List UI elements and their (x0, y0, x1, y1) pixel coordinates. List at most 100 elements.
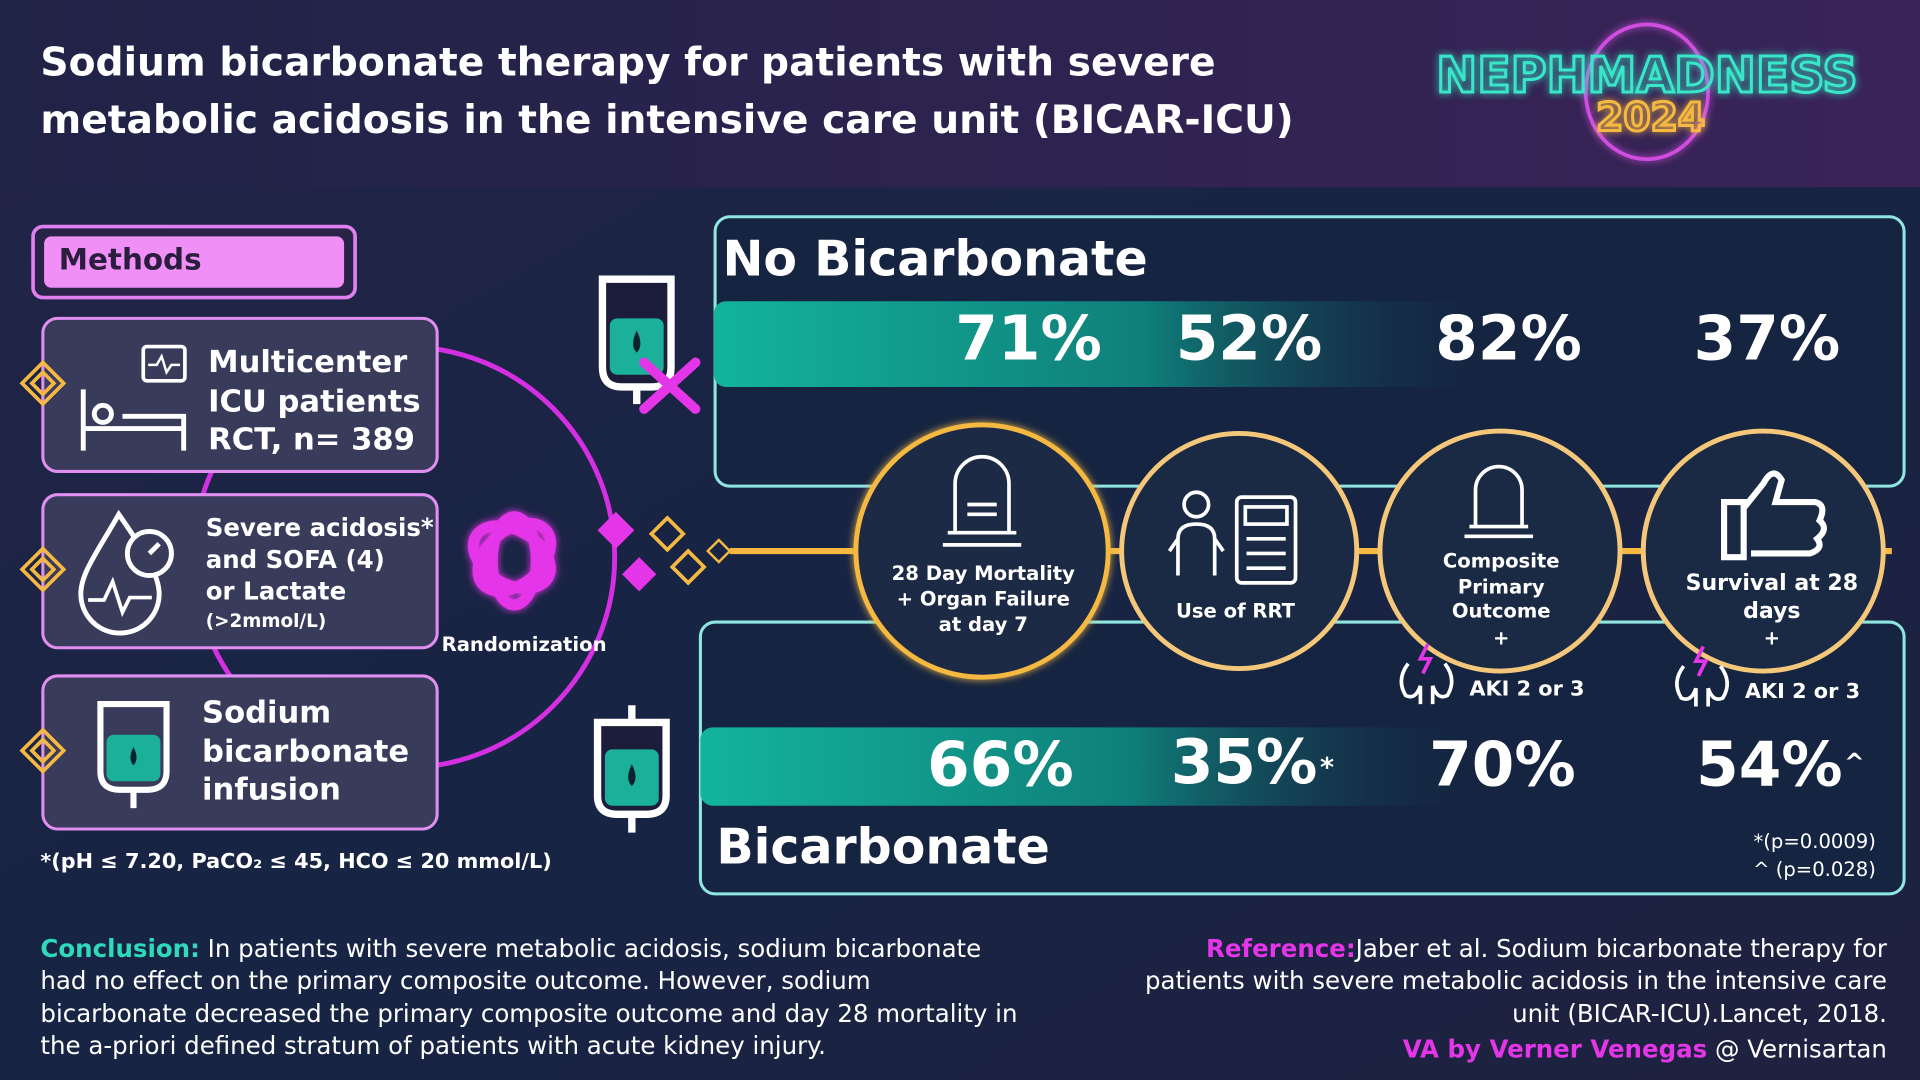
methods-label: Methods (59, 242, 202, 276)
aki-label: AKI 2 or 3 (1745, 679, 1860, 703)
outcome-text: 28 Day Mortality (892, 562, 1075, 585)
decoration (19, 727, 67, 775)
control-bar (713, 301, 1498, 387)
decoration (1167, 522, 1225, 576)
decoration (147, 541, 161, 556)
thumb-icon (1721, 470, 1827, 561)
credit-line: VA by Verner Venegas @ Vernisartan (1403, 1035, 1887, 1064)
reference-line: Reference:Jaber et al. Sodium bicarbonat… (1206, 934, 1888, 963)
decoration (97, 701, 170, 793)
conclusion-line: Conclusion: In patients with severe meta… (40, 934, 981, 963)
method-text: Multicenter (208, 345, 407, 380)
significance-marker: ^ (1844, 748, 1865, 777)
randomization-knot (467, 511, 557, 611)
decoration (19, 359, 67, 407)
reference-label: Reference: (1206, 934, 1356, 963)
decoration (942, 454, 1022, 547)
decoration (141, 344, 187, 383)
method-text: ICU patients (208, 384, 420, 419)
control-value: 71% (955, 303, 1102, 374)
treatment-value: 70% (1429, 730, 1576, 801)
randomization-label: Randomization (442, 633, 607, 656)
method-text: infusion (202, 773, 341, 808)
method-text: and SOFA (4) (206, 545, 385, 574)
bag-icon (97, 701, 170, 809)
bed-icon (80, 344, 187, 451)
outcome-text: at day 7 (939, 613, 1028, 636)
decoration (633, 330, 641, 353)
grave-icons (942, 454, 1534, 547)
rrt-icon (1167, 490, 1298, 585)
decoration (19, 545, 67, 593)
decoration (628, 764, 636, 787)
bag-crossed-icon (598, 275, 701, 414)
decoration (1675, 665, 1729, 707)
decoration (1399, 662, 1454, 705)
bag-icon (593, 705, 670, 833)
decoration (1246, 536, 1286, 570)
kidney-icons (1399, 643, 1729, 707)
decoration (967, 502, 997, 517)
logo-name: NEPHMADNESS (1436, 47, 1857, 104)
decoration (1464, 464, 1534, 539)
treatment-value: 54% (1696, 730, 1843, 801)
reference-text: patients with severe metabolic acidosis … (1145, 966, 1887, 995)
title-line: Sodium bicarbonate therapy for patients … (40, 40, 1215, 85)
treatment-value: 66% (927, 730, 1074, 801)
criteria-footnote: *(pH ≤ 7.20, PaCO₂ ≤ 45, HCO ≤ 20 mmol/L… (40, 849, 551, 873)
decoration (91, 402, 114, 425)
method-text: or Lactate (206, 577, 347, 606)
decoration (1182, 490, 1211, 519)
outcome-circle (853, 422, 1111, 680)
treatment-bar (700, 727, 1485, 806)
decoration (622, 557, 657, 592)
outcome-text: + Organ Failure (897, 588, 1070, 611)
decoration (80, 389, 187, 451)
decoration (486, 511, 542, 611)
outcome-text: Primary (1458, 575, 1545, 598)
control-value: 82% (1435, 303, 1582, 374)
drop-icon (78, 509, 174, 636)
outcome-text: Composite (1443, 550, 1560, 573)
control-value: 52% (1176, 303, 1323, 374)
decoration (669, 548, 707, 586)
conclusion-label: Conclusion: (40, 934, 199, 963)
significance-marker: * (1320, 752, 1334, 783)
conclusion-text: bicarbonate decreased the primary compos… (40, 999, 1017, 1028)
reference-text: Jaber et al. Sodium bicarbonate therapy … (1354, 934, 1888, 963)
method-text: RCT, n= 389 (208, 422, 415, 457)
outcome-text: days (1743, 599, 1800, 624)
conclusion-text: In patients with severe metabolic acidos… (208, 934, 982, 963)
decoration (1417, 643, 1434, 675)
method-text: Severe acidosis* (206, 513, 434, 542)
decoration (1234, 495, 1298, 585)
decoration (1721, 470, 1827, 561)
conclusion-text: had no effect on the primary composite o… (40, 966, 870, 995)
outcome-text: + (1764, 627, 1780, 650)
decoration (148, 353, 180, 376)
credit-name: VA by Verner Venegas (1403, 1035, 1707, 1064)
title-line: metabolic acidosis in the intensive care… (40, 98, 1293, 143)
reference-text: unit (BICAR-ICU).Lancet, 2018. (1512, 999, 1887, 1028)
decoration (29, 555, 57, 584)
decoration (29, 736, 57, 765)
control-label: No Bicarbonate (722, 231, 1147, 288)
diamond-bullets (19, 359, 67, 775)
outcome-text: Survival at 28 (1686, 571, 1859, 596)
decoration (88, 576, 152, 618)
outcome-text: Use of RRT (1176, 600, 1296, 623)
decoration (639, 357, 701, 414)
outcome-circle (1377, 428, 1623, 674)
outcome-circle (1119, 431, 1360, 672)
decoration (29, 369, 57, 397)
outcome-text: + (1493, 627, 1509, 650)
conclusion-text: the a-priori defined stratum of patients… (40, 1031, 826, 1060)
p-value: *(p=0.0009) (1754, 830, 1876, 853)
decoration (706, 538, 732, 564)
method-text: (>2mmol/L) (206, 611, 327, 632)
decoration (130, 746, 137, 766)
control-value: 37% (1694, 303, 1841, 374)
method-text: Sodium (202, 695, 331, 730)
